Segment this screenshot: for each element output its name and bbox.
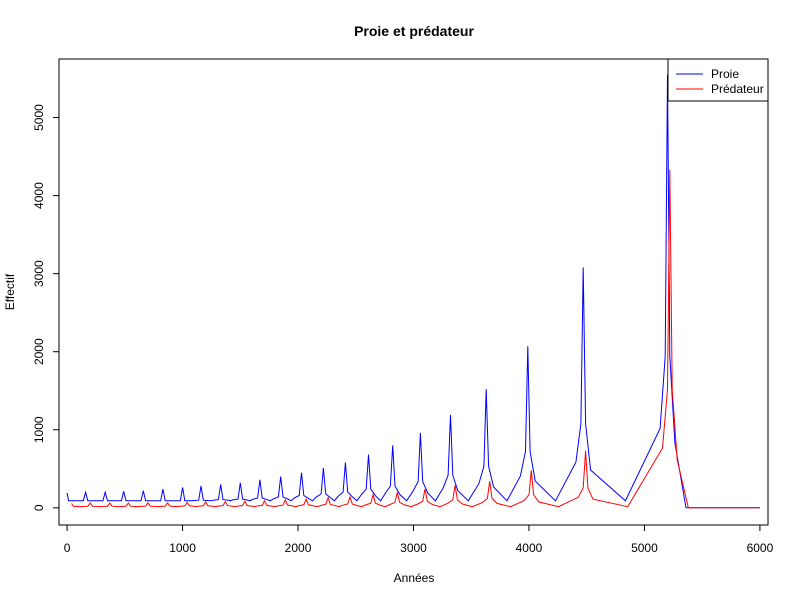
x-tick-label: 4000 <box>516 541 543 555</box>
series-layer <box>66 74 760 509</box>
x-tick-label: 2000 <box>285 541 312 555</box>
y-axis-label: Effectif <box>3 273 17 310</box>
x-axis-label: Années <box>394 571 435 585</box>
legend: Proie Prédateur <box>667 58 769 102</box>
x-tick-label: 5000 <box>631 541 658 555</box>
y-tick-label: 4000 <box>32 182 46 209</box>
legend-label-predateur: Prédateur <box>711 82 764 96</box>
y-tick-label: 3000 <box>32 260 46 287</box>
y-axis: 0 1000 2000 3000 4000 5000 <box>32 104 59 511</box>
x-tick-label: 6000 <box>747 541 774 555</box>
x-tick-label: 0 <box>64 541 71 555</box>
y-tick-label: 1000 <box>32 416 46 443</box>
chart-title: Proie et prédateur <box>354 23 474 39</box>
y-tick-label: 0 <box>32 504 46 511</box>
x-tick-label: 1000 <box>169 541 196 555</box>
series-line-predateur <box>71 169 760 509</box>
legend-box <box>667 58 769 102</box>
x-tick-label: 3000 <box>400 541 427 555</box>
y-tick-label: 2000 <box>32 338 46 365</box>
legend-label-proie: Proie <box>711 67 739 81</box>
y-tick-label: 5000 <box>32 104 46 131</box>
plot-frame <box>58 58 769 526</box>
x-axis: 0 1000 2000 3000 4000 5000 6000 <box>64 525 774 555</box>
series-line-proie <box>66 74 760 509</box>
